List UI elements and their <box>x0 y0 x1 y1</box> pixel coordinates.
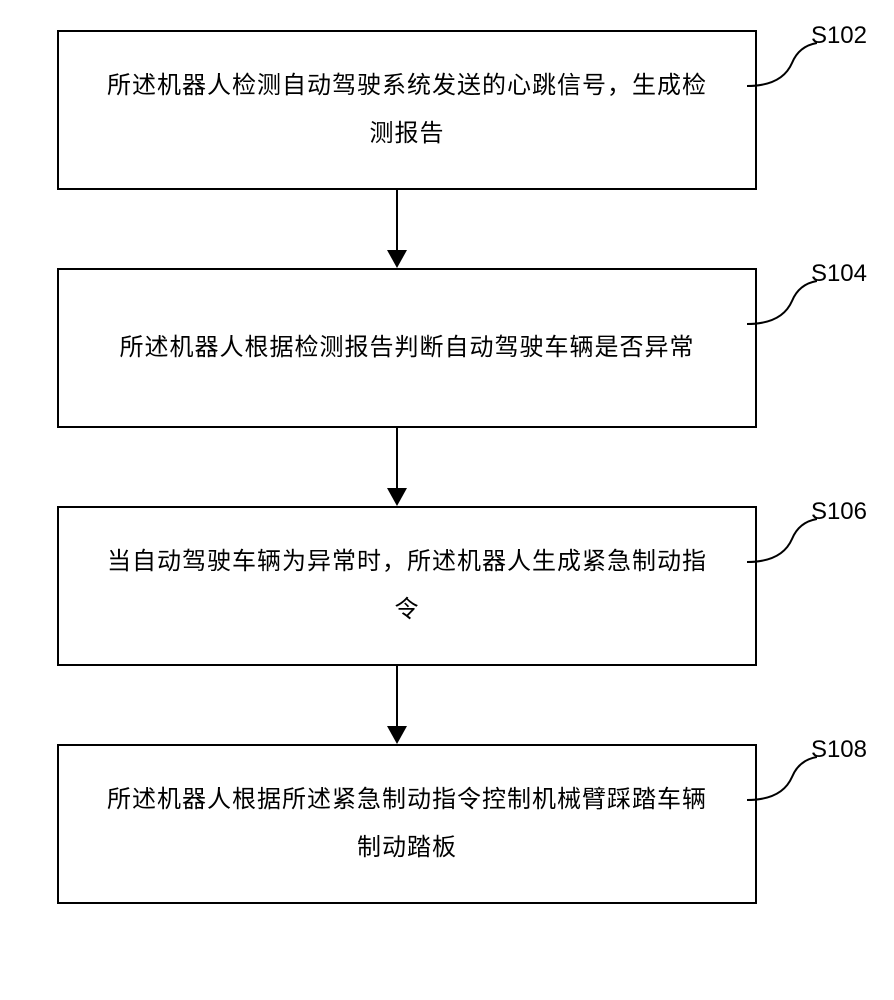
flowchart-container: 所述机器人检测自动驾驶系统发送的心跳信号，生成检测报告 S102 所述机器人根据… <box>20 30 874 904</box>
step-label-group: S104 <box>747 268 867 328</box>
step-box-s106: 当自动驾驶车辆为异常时，所述机器人生成紧急制动指令 <box>57 506 757 666</box>
step-label-group: S108 <box>747 744 867 804</box>
flowchart-arrow <box>377 666 417 744</box>
step-label: S106 <box>811 498 867 526</box>
step-text: 所述机器人检测自动驾驶系统发送的心跳信号，生成检测报告 <box>99 62 715 158</box>
flowchart-arrow <box>377 428 417 506</box>
step-label: S102 <box>811 22 867 50</box>
flowchart-arrow <box>377 190 417 268</box>
arrow-line <box>396 428 398 490</box>
arrow-head-icon <box>387 726 407 744</box>
arrow-head-icon <box>387 250 407 268</box>
step-label-group: S102 <box>747 30 867 90</box>
arrow-line <box>396 190 398 252</box>
label-connector-curve <box>747 752 817 802</box>
flowchart-step: 所述机器人根据所述紧急制动指令控制机械臂踩踏车辆制动踏板 S108 <box>20 744 874 904</box>
label-connector-curve <box>747 276 817 326</box>
step-box-s104: 所述机器人根据检测报告判断自动驾驶车辆是否异常 <box>57 268 757 428</box>
step-text: 当自动驾驶车辆为异常时，所述机器人生成紧急制动指令 <box>99 538 715 634</box>
arrow-container <box>47 190 747 268</box>
flowchart-step: 当自动驾驶车辆为异常时，所述机器人生成紧急制动指令 S106 <box>20 506 874 666</box>
flowchart-step: 所述机器人检测自动驾驶系统发送的心跳信号，生成检测报告 S102 <box>20 30 874 190</box>
flowchart-step: 所述机器人根据检测报告判断自动驾驶车辆是否异常 S104 <box>20 268 874 428</box>
arrow-container <box>47 428 747 506</box>
step-label: S104 <box>811 260 867 288</box>
label-connector-curve <box>747 38 817 88</box>
step-text: 所述机器人根据检测报告判断自动驾驶车辆是否异常 <box>120 324 695 372</box>
step-box-s108: 所述机器人根据所述紧急制动指令控制机械臂踩踏车辆制动踏板 <box>57 744 757 904</box>
label-connector-curve <box>747 514 817 564</box>
step-box-s102: 所述机器人检测自动驾驶系统发送的心跳信号，生成检测报告 <box>57 30 757 190</box>
arrow-line <box>396 666 398 728</box>
step-container: 所述机器人检测自动驾驶系统发送的心跳信号，生成检测报告 S102 所述机器人根据… <box>20 30 874 904</box>
arrow-container <box>47 666 747 744</box>
step-label: S108 <box>811 736 867 764</box>
step-label-group: S106 <box>747 506 867 566</box>
arrow-head-icon <box>387 488 407 506</box>
step-text: 所述机器人根据所述紧急制动指令控制机械臂踩踏车辆制动踏板 <box>99 776 715 872</box>
